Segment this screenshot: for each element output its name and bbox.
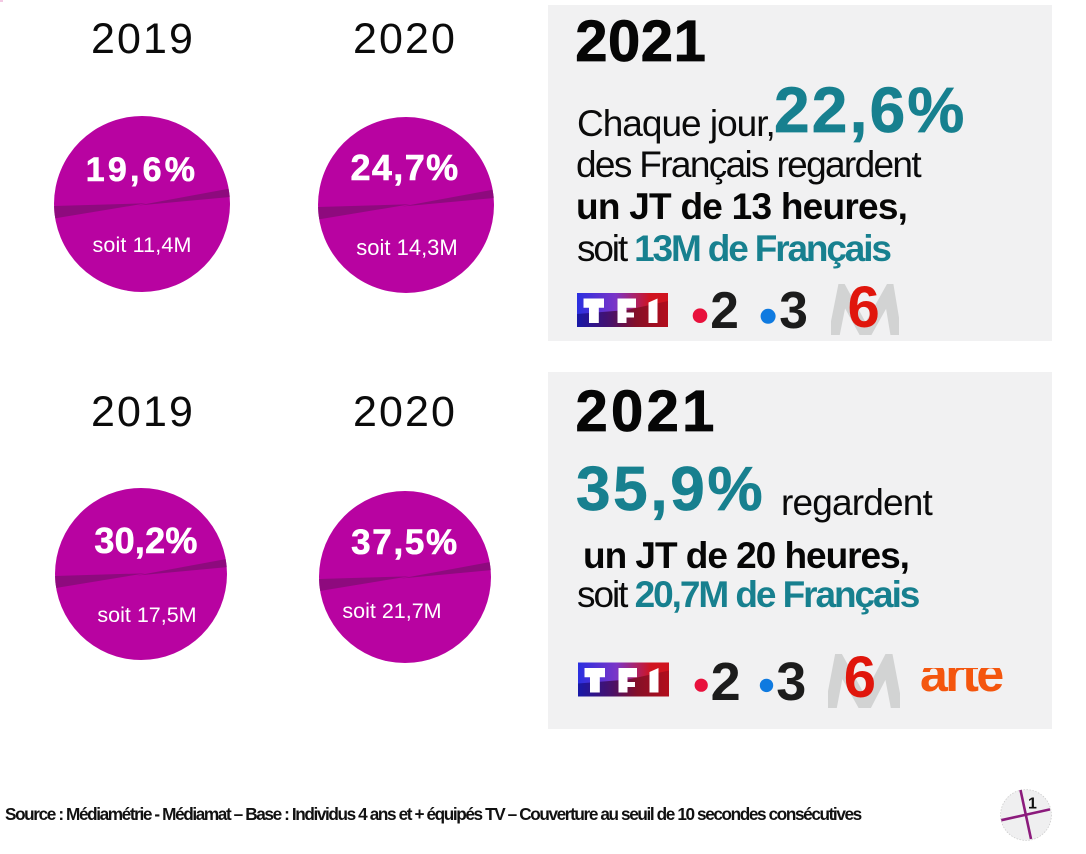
svg-text:6: 6 xyxy=(848,284,880,335)
svg-text:2: 2 xyxy=(710,288,739,332)
svg-text:6: 6 xyxy=(844,654,876,708)
svg-text:1: 1 xyxy=(1028,796,1037,813)
svg-text:3: 3 xyxy=(776,658,806,704)
svg-text:3: 3 xyxy=(779,288,808,332)
svg-text:2: 2 xyxy=(711,658,741,704)
